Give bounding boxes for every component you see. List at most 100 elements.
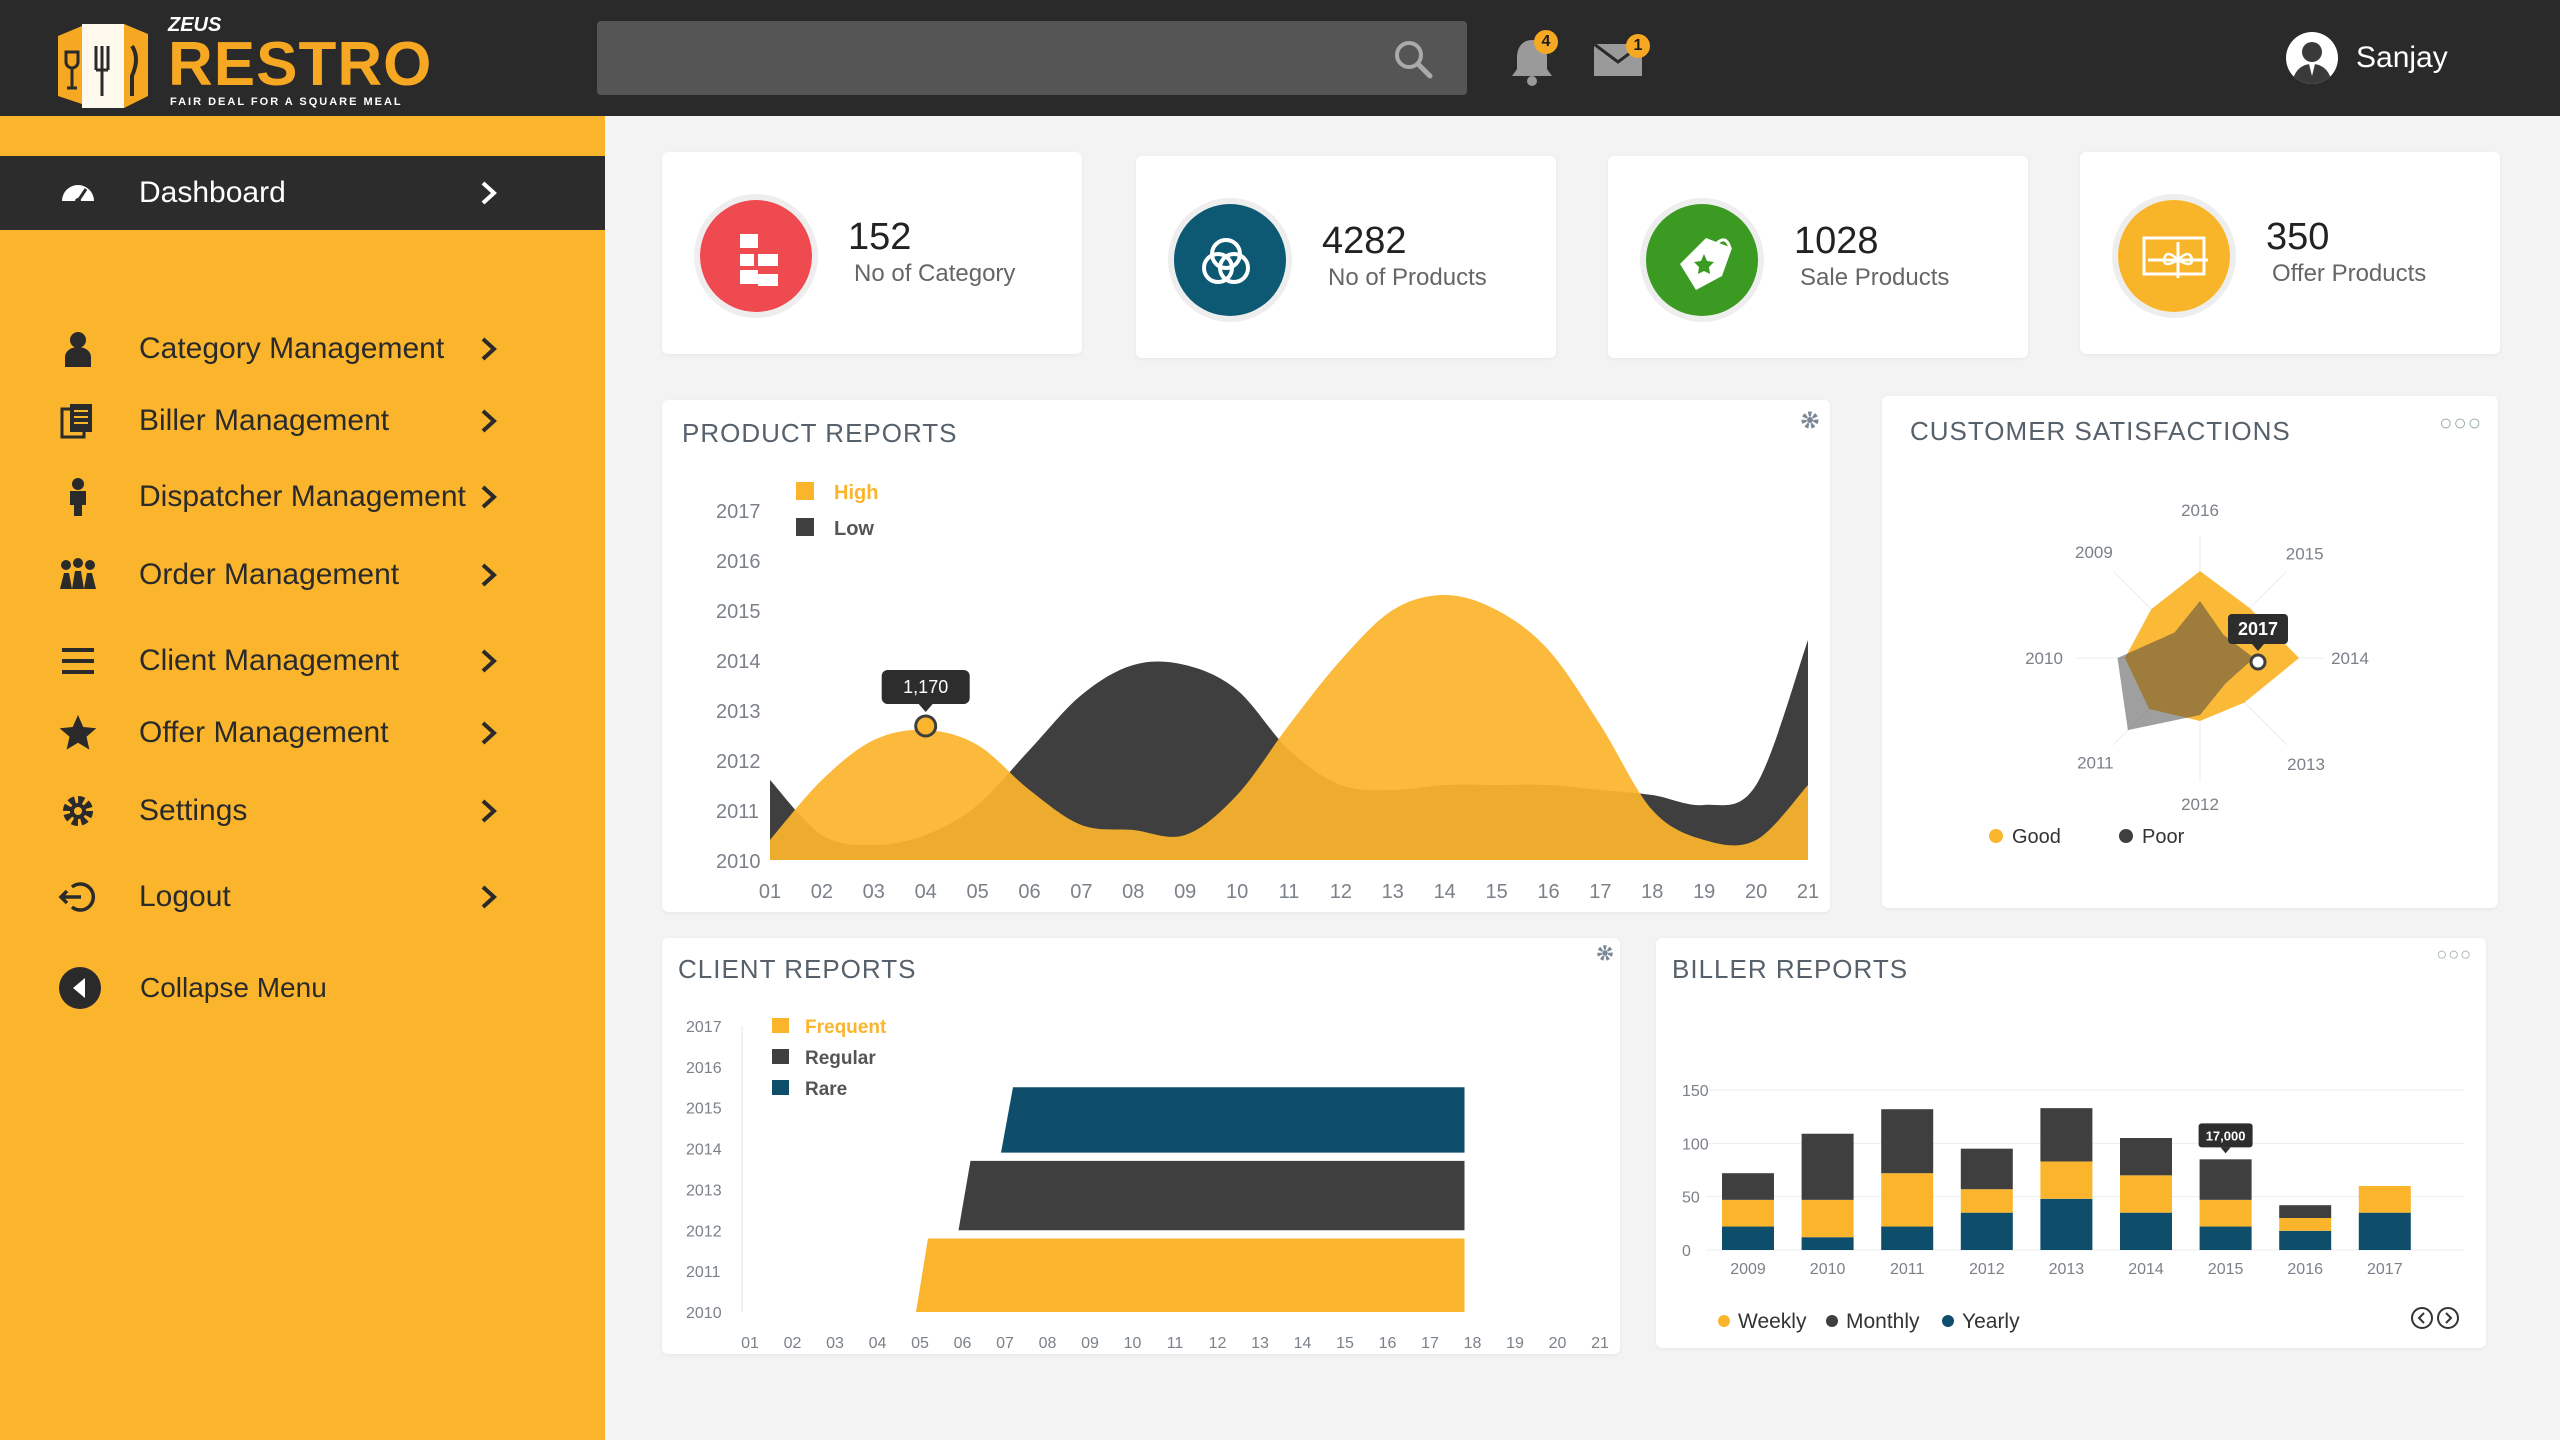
stat-card[interactable]: 4282 No of Products xyxy=(1136,156,1556,358)
bar-segment-monthly xyxy=(2120,1138,2172,1176)
sidebar-item-order-management[interactable]: Order Management xyxy=(0,538,605,612)
y-tick-label: 100 xyxy=(1682,1136,1709,1153)
x-tick-label: 06 xyxy=(954,1335,972,1352)
x-tick-label: 07 xyxy=(996,1335,1014,1352)
customer-satisfaction-panel: CUSTOMER SATISFACTIONS ○○○ 2016 2015 2014 2… xyxy=(1882,396,2498,908)
x-tick-label: 09 xyxy=(1081,1335,1099,1352)
x-tick-label: 08 xyxy=(1039,1335,1057,1352)
radar-axis-label: 2015 xyxy=(2286,544,2324,563)
brand-logo[interactable]: ZEUS RESTRO FAIR DEAL FOR A SQUARE MEAL xyxy=(52,12,431,112)
radar-chart: 2016 2015 2014 2013 2012 2011 2010 2009 2017 Good… xyxy=(1989,501,2369,848)
sidebar-item-category-management[interactable]: Category Management xyxy=(0,312,605,386)
x-tick-label: 2014 xyxy=(2128,1261,2164,1278)
sidebar-item-offer-management[interactable]: Offer Management xyxy=(0,696,605,770)
bar-segment-weekly xyxy=(1881,1173,1934,1227)
x-tick-label: 08 xyxy=(1122,881,1144,903)
client-reports-panel: CLIENT REPORTS 2017 2016 2015 2014 2013 2012 2… xyxy=(662,938,1620,1354)
x-tick-label: 2017 xyxy=(2367,1261,2403,1278)
messages-button[interactable]: 1 xyxy=(1592,34,1650,80)
user-menu[interactable]: Sanjay xyxy=(2286,30,2448,86)
x-tick-label: 04 xyxy=(869,1335,887,1352)
sidebar-item-dispatcher-management[interactable]: Dispatcher Management xyxy=(0,460,605,534)
avatar[interactable] xyxy=(2286,32,2338,84)
collapse-arrow-icon xyxy=(59,967,101,1009)
sidebar-item-label: Order Management xyxy=(139,558,400,591)
bar-segment-yearly xyxy=(1722,1226,1774,1250)
search-field[interactable] xyxy=(613,33,1373,83)
panel-title: CUSTOMER SATISFACTIONS xyxy=(1910,416,2291,446)
search-icon[interactable] xyxy=(1393,39,1433,79)
bar-segment-weekly xyxy=(2279,1218,2332,1231)
sidebar-item-client-management[interactable]: Client Management xyxy=(0,624,605,698)
sidebar-item-settings[interactable]: Settings xyxy=(0,774,605,848)
y-tick-label: 2014 xyxy=(686,1142,722,1159)
tooltip-box xyxy=(2228,614,2288,644)
stat-card[interactable]: 350 Offer Products xyxy=(2080,152,2500,354)
more-options-icon[interactable]: ○○○ xyxy=(2439,410,2482,435)
radar-axis-label: 2011 xyxy=(2077,754,2114,773)
stat-icon-badge xyxy=(2112,194,2236,318)
y-tick-label: 2010 xyxy=(686,1305,722,1322)
panel-title: CLIENT REPORTS xyxy=(678,954,917,984)
search-input[interactable] xyxy=(597,21,1467,95)
chevron-right-icon xyxy=(481,649,497,673)
brand-top: ZEUS xyxy=(168,14,222,36)
x-tick-label: 2009 xyxy=(1730,1261,1766,1278)
brand-name: RESTRO xyxy=(168,30,433,99)
sidebar-item-label: Dashboard xyxy=(139,176,286,209)
tooltip-marker[interactable] xyxy=(914,714,938,738)
chevron-right-icon xyxy=(481,337,497,361)
x-tick-label: 19 xyxy=(1506,1335,1524,1352)
radar-axis-label: 2009 xyxy=(2075,543,2113,562)
radar-axis-label: 2012 xyxy=(2181,795,2219,814)
legend-swatch xyxy=(1826,1315,1838,1327)
notification-badge: 4 xyxy=(1534,30,1558,54)
legend-label: Monthly xyxy=(1846,1310,1920,1333)
hierarchy-icon xyxy=(700,200,812,312)
chevron-right-icon xyxy=(481,485,497,509)
collapse-menu-button[interactable]: Collapse Menu xyxy=(58,966,327,1010)
sidebar-item-label: Settings xyxy=(139,794,248,827)
x-tick-label: 2012 xyxy=(1969,1261,2005,1278)
stat-icon-badge xyxy=(1168,198,1292,322)
x-tick-label: 01 xyxy=(741,1335,759,1352)
next-icon[interactable] xyxy=(2436,1306,2460,1330)
tooltip-box xyxy=(2198,1123,2253,1148)
y-tick-label: 0 xyxy=(1682,1243,1691,1260)
stat-value: 350 xyxy=(2266,216,2330,258)
y-tick-label: 150 xyxy=(1682,1083,1709,1100)
x-tick-label: 16 xyxy=(1537,881,1559,903)
chevron-right-icon xyxy=(481,563,497,587)
tooltip-marker[interactable] xyxy=(2249,653,2267,671)
legend-label: Poor xyxy=(2142,826,2185,848)
x-tick-label: 11 xyxy=(1279,881,1300,903)
gear-icon[interactable] xyxy=(1594,942,1616,964)
sidebar-item-biller-management[interactable]: Biller Management xyxy=(0,384,605,458)
x-tick-label: 04 xyxy=(915,881,937,903)
bar-segment-weekly xyxy=(2199,1199,2252,1227)
legend-label: Good xyxy=(2012,826,2061,848)
prev-icon[interactable] xyxy=(2410,1306,2434,1330)
stat-card[interactable]: 152 No of Category xyxy=(662,152,1082,354)
x-tick-label: 20 xyxy=(1549,1335,1567,1352)
y-tick-label: 2011 xyxy=(716,801,759,823)
stat-card[interactable]: 1028 Sale Products xyxy=(1608,156,2028,358)
panel-title: BILLER REPORTS xyxy=(1672,954,1909,984)
x-tick-label: 12 xyxy=(1330,881,1352,903)
sidebar-item-dashboard[interactable]: Dashboard xyxy=(0,156,605,230)
x-tick-label: 12 xyxy=(1209,1335,1227,1352)
legend-label: Regular xyxy=(805,1048,876,1069)
bar-segment-monthly xyxy=(1881,1109,1934,1174)
sidebar-item-logout[interactable]: Logout xyxy=(0,860,605,934)
gear-icon[interactable] xyxy=(1798,408,1822,432)
series-area-high xyxy=(770,595,1808,860)
radar-axis-label: 2014 xyxy=(2331,649,2369,668)
bar-segment-monthly xyxy=(1801,1133,1854,1200)
sidebar-item-label: Offer Management xyxy=(139,716,389,749)
more-options-icon[interactable]: ○○○ xyxy=(2436,944,2472,964)
x-tick-label: 13 xyxy=(1382,881,1404,903)
x-tick-label: 2010 xyxy=(1810,1261,1846,1278)
notifications-button[interactable]: 4 xyxy=(1510,30,1558,88)
gift-icon xyxy=(2118,200,2230,312)
